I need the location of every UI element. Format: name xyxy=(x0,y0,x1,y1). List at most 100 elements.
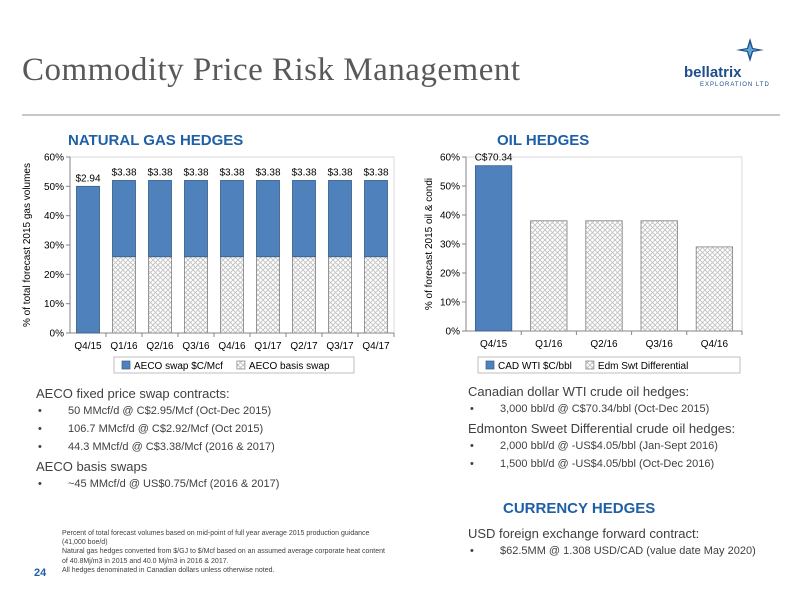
x-tick-label: Q4/16 xyxy=(701,339,729,350)
list-item: • 3,000 bbl/d @ C$70.34/bbl (Oct-Dec 2015… xyxy=(468,403,735,415)
bar-solid xyxy=(220,180,244,258)
data-label: $3.38 xyxy=(255,167,280,178)
y-tick-label: 10% xyxy=(44,299,64,310)
y-tick-label: 20% xyxy=(44,270,64,281)
legend-label: AECO swap $C/Mcf xyxy=(134,361,223,372)
y-tick-label: 60% xyxy=(440,153,460,164)
list-item: • 44.3 MMcf/d @ C$3.38/Mcf (2016 & 2017) xyxy=(36,441,279,453)
footnote: All hedges denominated in Canadian dolla… xyxy=(62,566,275,574)
y-tick-label: 20% xyxy=(440,269,460,280)
y-tick-label: 50% xyxy=(440,182,460,193)
logo-wordmark: bellatrix xyxy=(684,64,742,81)
bar-hatched xyxy=(530,220,568,332)
bar-hatched xyxy=(148,256,172,334)
bullet: • xyxy=(470,458,474,470)
list-item-text: 1,500 bbl/d @ -US$4.05/bbl (Oct-Dec 2016… xyxy=(500,458,715,470)
legend-label: CAD WTI $C/bbl xyxy=(498,361,572,372)
list-item: • 50 MMcf/d @ C$2.95/Mcf (Oct-Dec 2015) xyxy=(36,405,279,417)
bar-hatched xyxy=(364,256,388,334)
bar-solid xyxy=(328,180,352,258)
bar-solid xyxy=(148,180,172,258)
y-tick-label: 40% xyxy=(440,211,460,222)
list-item-text: 44.3 MMcf/d @ C$3.38/Mcf (2016 & 2017) xyxy=(68,441,275,453)
bar-hatched xyxy=(640,220,678,332)
y-tick-label: 30% xyxy=(440,240,460,251)
data-label: $3.38 xyxy=(363,167,388,178)
oil-diff-list: • 2,000 bbl/d @ -US$4.05/bbl (Jan-Sept 20… xyxy=(468,440,735,470)
bullet: • xyxy=(38,478,42,490)
x-tick-label: Q4/16 xyxy=(218,341,246,352)
legend: CAD WTI $C/bbl Edm Swt Differential xyxy=(477,356,741,374)
y-tick-label: 30% xyxy=(44,241,64,252)
list-item: • $62.5MM @ 1.308 USD/CAD (value date May… xyxy=(468,545,756,557)
bar-hatched xyxy=(328,256,352,334)
y-tick-label: 0% xyxy=(50,329,65,340)
legend-swatch xyxy=(236,360,246,370)
y-tick-label: 50% xyxy=(44,182,64,193)
bar-hatched xyxy=(184,256,208,334)
data-label: $3.38 xyxy=(111,167,136,178)
legend-box xyxy=(113,356,355,374)
x-tick-label: Q2/16 xyxy=(146,341,174,352)
legend-label: Edm Swt Differential xyxy=(598,361,688,372)
currency-section-title: CURRENCY HEDGES xyxy=(503,500,656,517)
x-tick-label: Q1/16 xyxy=(535,339,563,350)
y-tick-label: 0% xyxy=(446,327,461,338)
x-tick-label: Q2/16 xyxy=(590,339,618,350)
x-tick-label: Q4/15 xyxy=(74,341,102,352)
list-item-text: ~45 MMcf/d @ US$0.75/Mcf (2016 & 2017) xyxy=(68,478,280,490)
data-label: $3.38 xyxy=(219,167,244,178)
x-tick-label: Q2/17 xyxy=(290,341,318,352)
footnote: Natural gas hedges converted from $/GJ t… xyxy=(62,548,385,565)
x-tick-label: Q3/16 xyxy=(646,339,674,350)
bullet: • xyxy=(470,545,474,557)
bar-hatched xyxy=(292,256,316,334)
list-item: • 2,000 bbl/d @ -US$4.05/bbl (Jan-Sept 20… xyxy=(468,440,735,452)
bullet: • xyxy=(38,423,42,435)
list-item-text: 106.7 MMcf/d @ C$2.92/Mcf (Oct 2015) xyxy=(68,423,264,435)
bar-hatched xyxy=(220,256,244,334)
gas-hedge-chart: 0% 10% 20% 30% 40% 50% 60% % of total forecast … xyxy=(22,153,395,374)
bellatrix-star-logo xyxy=(736,38,764,62)
footnotes: Percent of total forecast volumes based … xyxy=(62,529,392,575)
logo-subtitle: EXPLORATION LTD xyxy=(700,82,770,88)
y-tick-label: 10% xyxy=(440,298,460,309)
oil-diff-heading: Edmonton Sweet Differential crude oil he… xyxy=(468,421,736,436)
list-item-text: 3,000 bbl/d @ C$70.34/bbl (Oct-Dec 2015) xyxy=(500,403,710,415)
bar-solid xyxy=(256,180,280,258)
footnote: Percent of total forecast volumes based … xyxy=(62,530,370,547)
x-tick-label: Q1/16 xyxy=(110,341,138,352)
page-number: 24 xyxy=(34,567,47,579)
legend-box xyxy=(477,356,741,374)
currency-list: • $62.5MM @ 1.308 USD/CAD (value date May… xyxy=(468,545,756,557)
page-title: Commodity Price Risk Management xyxy=(22,52,521,88)
x-tick-label: Q4/15 xyxy=(480,339,508,350)
currency-hedge-text: USD foreign exchange forward contract: •… xyxy=(468,526,756,563)
bar-solid xyxy=(474,165,513,332)
legend-swatch xyxy=(585,360,595,370)
y-axis-label: % of total forecast 2015 gas volumes xyxy=(22,163,33,327)
data-label: $3.38 xyxy=(147,167,172,178)
legend-swatch xyxy=(485,360,495,370)
bar-hatched xyxy=(112,256,136,334)
x-tick-label: Q1/17 xyxy=(254,341,282,352)
legend: AECO swap $C/Mcf AECO basis swap xyxy=(113,356,355,374)
list-item: • 106.7 MMcf/d @ C$2.92/Mcf (Oct 2015) xyxy=(36,423,279,435)
list-item: • 1,500 bbl/d @ -US$4.05/bbl (Oct-Dec 201… xyxy=(468,458,735,470)
list-item-text: 2,000 bbl/d @ -US$4.05/bbl (Jan-Sept 201… xyxy=(500,440,718,452)
gas-basis-list: • ~45 MMcf/d @ US$0.75/Mcf (2016 & 2017) xyxy=(36,478,279,490)
oil-section-title: OIL HEDGES xyxy=(497,132,590,149)
x-tick-label: Q3/16 xyxy=(182,341,210,352)
gas-fixed-heading: AECO fixed price swap contracts: xyxy=(36,386,230,401)
data-label: $3.38 xyxy=(183,167,208,178)
oil-wti-list: • 3,000 bbl/d @ C$70.34/bbl (Oct-Dec 2015… xyxy=(468,403,735,415)
bar-solid xyxy=(184,180,208,258)
legend-label: AECO basis swap xyxy=(249,361,330,372)
bar-solid xyxy=(112,180,136,258)
bar-solid xyxy=(76,185,100,334)
data-label: $2.94 xyxy=(75,173,100,184)
list-item-text: 50 MMcf/d @ C$2.95/Mcf (Oct-Dec 2015) xyxy=(68,405,272,417)
gas-hedge-text: AECO fixed price swap contracts: • 50 MMc… xyxy=(36,386,279,496)
bullet: • xyxy=(38,441,42,453)
currency-heading: USD foreign exchange forward contract: xyxy=(468,526,700,541)
